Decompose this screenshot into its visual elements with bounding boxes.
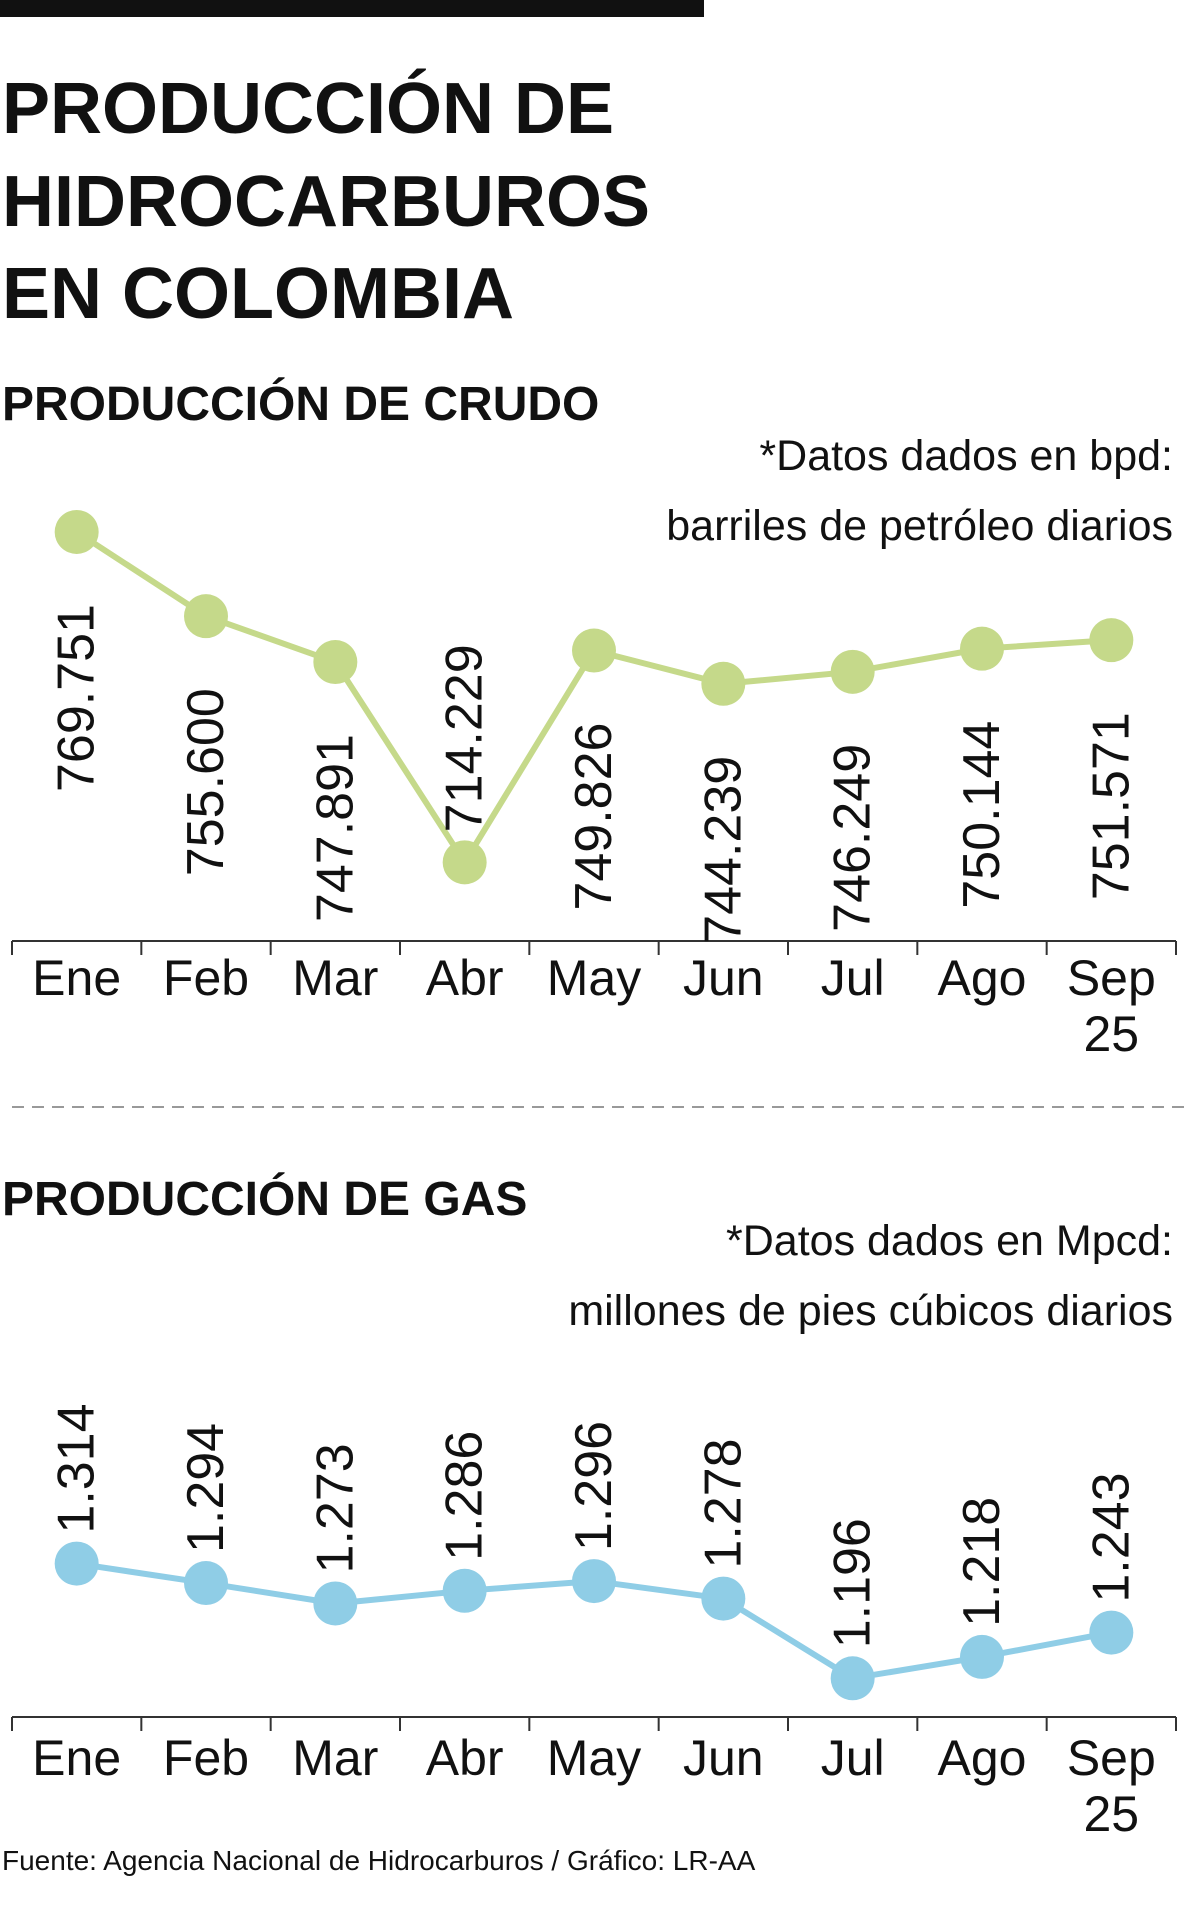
value-label: 747.891 (306, 734, 364, 922)
x-tick-label: Ago (937, 950, 1027, 1006)
point (442, 840, 487, 885)
point (572, 1559, 616, 1604)
point (1089, 618, 1134, 663)
x-tick-label: Mar (292, 950, 379, 1006)
value-label: 1.196 (824, 1518, 882, 1648)
title-line: EN COLOMBIA (2, 254, 514, 334)
chart-subtitle: PRODUCCIÓN DE GAS (2, 1171, 527, 1226)
note: millones de pies cúbicos diarios (568, 1287, 1173, 1335)
value-label: 769.751 (48, 604, 106, 792)
value-label: 1.278 (694, 1438, 752, 1568)
x-tick-label: Feb (162, 950, 250, 1006)
point (830, 1656, 875, 1701)
value-label: 755.600 (177, 688, 235, 876)
value-label: 714.229 (436, 644, 494, 832)
value-label: 1.314 (48, 1403, 106, 1533)
point (313, 640, 358, 685)
title-line: PRODUCCIÓN DE (2, 68, 614, 149)
x-tick-label: Jun (683, 950, 764, 1006)
x-tick-label: Abr (425, 950, 504, 1006)
point (960, 1634, 1004, 1679)
value-label: 1.273 (306, 1443, 364, 1573)
x-tick-label: Ago (937, 1730, 1027, 1786)
header-bar (0, 0, 704, 17)
point (313, 1581, 358, 1626)
x-tick-label: Mar (292, 1730, 379, 1786)
point (572, 628, 616, 673)
value-label: 1.243 (1082, 1472, 1140, 1602)
chart-subtitle: PRODUCCIÓN DE CRUDO (2, 376, 599, 431)
note: *Datos dados en Mpcd: (726, 1217, 1173, 1265)
point (54, 1541, 99, 1586)
point (184, 1561, 228, 1606)
value-label: 751.571 (1082, 712, 1140, 900)
x-tick-label: Jul (820, 950, 885, 1006)
value-label: 750.144 (953, 721, 1011, 909)
value-label: 1.218 (953, 1497, 1011, 1627)
x-tick-label: May (546, 1730, 642, 1786)
x-tick-label: Jun (683, 1730, 764, 1786)
x-tick-label: Feb (162, 1730, 250, 1786)
x-tick-label: Sep 25 (1066, 950, 1156, 1062)
value-label: 744.239 (694, 756, 752, 944)
x-tick-label: Sep 25 (1066, 1730, 1156, 1842)
point (184, 594, 228, 639)
value-label: 1.286 (436, 1431, 494, 1561)
x-tick-label: Jul (820, 1730, 885, 1786)
value-label: 1.294 (177, 1423, 235, 1553)
x-tick-label: Abr (425, 1730, 504, 1786)
point (1089, 1610, 1134, 1655)
point (442, 1568, 487, 1613)
x-tick-label: May (546, 950, 642, 1006)
point (960, 626, 1004, 671)
point (701, 661, 746, 706)
value-label: 749.826 (565, 723, 623, 911)
point (54, 509, 99, 554)
point (830, 649, 875, 694)
note: barriles de petróleo diarios (666, 502, 1173, 550)
value-label: 746.249 (824, 744, 882, 932)
note: *Datos dados en bpd: (759, 432, 1173, 480)
point (701, 1576, 746, 1621)
x-tick-label: Ene (32, 950, 122, 1006)
source: Fuente: Agencia Nacional de Hidrocarburo… (2, 1845, 756, 1876)
title-line: HIDROCARBUROS (2, 162, 650, 242)
x-tick-label: Ene (32, 1730, 122, 1786)
value-label: 1.296 (565, 1421, 623, 1551)
